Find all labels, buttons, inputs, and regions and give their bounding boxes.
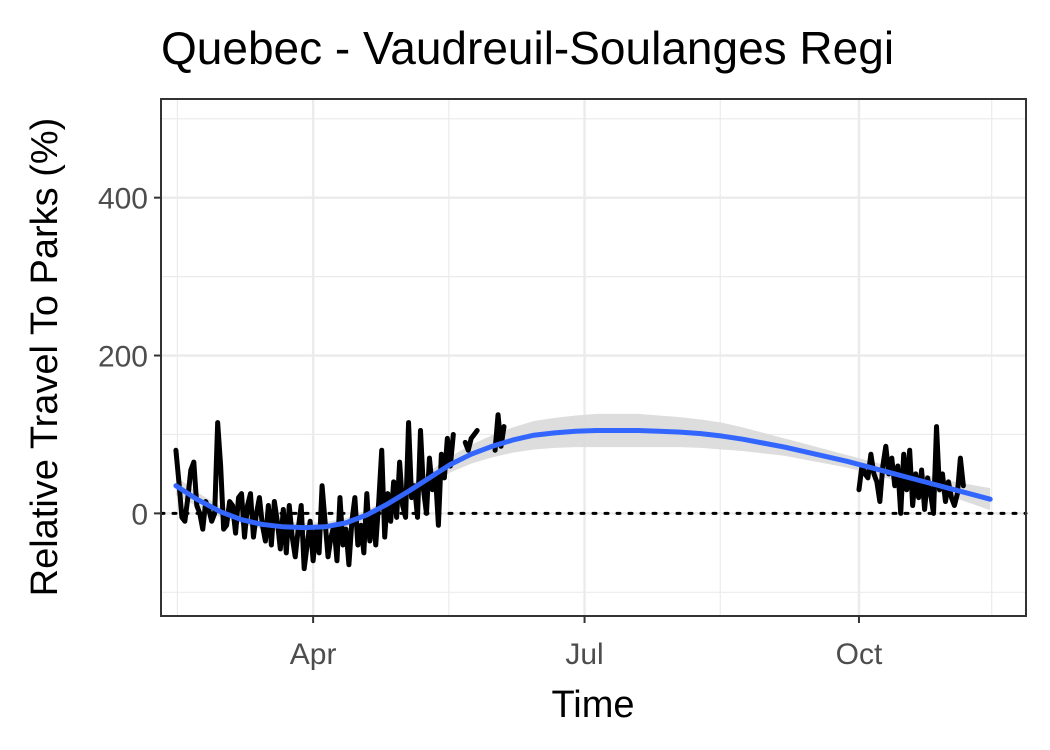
plot-panel (159, 98, 1028, 617)
y-axis-title: Relative Travel To Parks (%) (24, 118, 66, 597)
x-tick-label: Apr (290, 638, 337, 671)
confidence-band (175, 413, 991, 533)
y-tick-label: 200 (98, 341, 148, 374)
x-tick-label: Jul (565, 638, 603, 671)
observed-series-line (492, 412, 507, 453)
plot-border (160, 98, 1027, 617)
y-tick-label: 400 (98, 183, 148, 216)
minor-gridlines (161, 99, 1026, 616)
x-tick-label: Oct (836, 638, 883, 671)
x-axis: Apr Jul Oct (290, 616, 883, 671)
y-axis: 0 200 400 (98, 183, 161, 531)
trend-line (173, 428, 993, 531)
x-axis-title: Time (551, 684, 634, 726)
observed-series-line (462, 428, 480, 453)
trend-series-layer (173, 428, 993, 531)
observed-series-line (173, 420, 456, 572)
confidence-band-layer (175, 413, 991, 533)
chart-title: Quebec - Vaudreuil-Soulanges Regi (161, 22, 894, 74)
y-tick-label: 0 (131, 498, 148, 531)
